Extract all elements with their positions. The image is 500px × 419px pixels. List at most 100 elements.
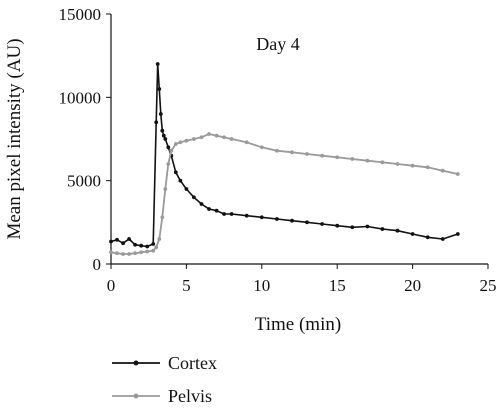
data-point bbox=[365, 158, 370, 163]
data-point bbox=[199, 135, 204, 140]
data-point bbox=[109, 250, 113, 255]
legend-item-pelvis: Pelvis bbox=[112, 386, 212, 406]
y-tick-label: 10000 bbox=[59, 88, 102, 107]
y-tick-label: 5000 bbox=[67, 172, 101, 191]
data-point bbox=[127, 237, 131, 241]
series-line bbox=[110, 133, 458, 255]
data-point bbox=[151, 248, 156, 253]
data-point bbox=[161, 133, 166, 138]
data-point bbox=[410, 163, 415, 168]
data-point bbox=[139, 250, 144, 255]
data-point bbox=[154, 245, 159, 250]
data-point bbox=[290, 150, 294, 155]
data-point bbox=[440, 237, 445, 241]
data-point bbox=[244, 213, 249, 218]
data-point bbox=[365, 224, 370, 229]
chart-annotation: Day 4 bbox=[256, 34, 300, 54]
data-point bbox=[380, 160, 385, 165]
x-axis-title: Time (min) bbox=[255, 314, 341, 335]
data-point bbox=[222, 135, 227, 140]
data-point bbox=[259, 145, 264, 150]
data-point bbox=[158, 112, 163, 116]
legend-label: Pelvis bbox=[168, 386, 212, 406]
x-tick-label: 20 bbox=[404, 276, 421, 295]
data-point bbox=[178, 140, 183, 145]
axes: 0 5 10 15 20 25 0 5000 10000 15000 bbox=[59, 5, 497, 295]
data-point bbox=[115, 237, 119, 242]
data-point bbox=[425, 235, 430, 240]
data-point bbox=[290, 218, 294, 223]
data-point bbox=[155, 62, 160, 66]
data-point bbox=[160, 128, 165, 133]
data-point bbox=[163, 137, 168, 141]
data-point bbox=[320, 153, 324, 158]
data-point bbox=[109, 239, 113, 244]
data-point bbox=[139, 243, 144, 248]
x-tick-label: 0 bbox=[107, 276, 116, 295]
legend-label: Cortex bbox=[168, 353, 217, 373]
x-tick-label: 25 bbox=[480, 276, 497, 295]
y-tick-label: 0 bbox=[93, 255, 102, 274]
data-point bbox=[160, 215, 165, 220]
data-point bbox=[163, 187, 168, 191]
data-point bbox=[335, 223, 340, 228]
y-tick-label: 15000 bbox=[59, 5, 102, 24]
data-point bbox=[133, 251, 138, 256]
data-point bbox=[229, 212, 234, 216]
data-point bbox=[157, 237, 162, 241]
data-point bbox=[173, 170, 178, 175]
data-point bbox=[320, 222, 324, 226]
x-tick-label: 10 bbox=[253, 276, 270, 295]
x-tick-label: 5 bbox=[182, 276, 191, 295]
data-point bbox=[395, 228, 400, 233]
data-point bbox=[222, 212, 227, 216]
data-point bbox=[207, 132, 211, 136]
data-point bbox=[259, 215, 264, 220]
data-point bbox=[350, 157, 355, 161]
data-point bbox=[121, 252, 125, 256]
data-point bbox=[166, 162, 171, 166]
data-point bbox=[157, 87, 162, 91]
series-pelvis bbox=[109, 132, 460, 256]
data-point bbox=[275, 217, 279, 221]
data-point bbox=[178, 178, 183, 183]
data-point bbox=[184, 187, 189, 191]
series-cortex bbox=[109, 62, 460, 249]
data-point bbox=[350, 225, 355, 230]
data-point bbox=[173, 142, 178, 146]
data-point bbox=[121, 241, 125, 246]
data-point bbox=[425, 165, 430, 170]
data-point bbox=[440, 168, 445, 173]
data-point bbox=[335, 155, 340, 160]
data-point bbox=[166, 145, 171, 150]
data-point bbox=[151, 242, 156, 246]
legend-item-cortex: Cortex bbox=[112, 353, 217, 373]
data-point bbox=[115, 251, 119, 256]
data-point bbox=[380, 227, 385, 231]
data-point bbox=[305, 152, 309, 156]
data-point bbox=[455, 232, 460, 236]
data-point bbox=[275, 148, 279, 153]
data-point bbox=[127, 252, 131, 256]
data-point bbox=[169, 148, 174, 153]
data-point bbox=[395, 162, 400, 166]
data-point bbox=[154, 120, 159, 125]
data-point bbox=[192, 195, 196, 200]
data-point bbox=[145, 244, 150, 249]
x-tick-label: 15 bbox=[329, 276, 346, 295]
data-point bbox=[410, 232, 415, 236]
data-point bbox=[207, 207, 211, 211]
y-axis-title: Mean pixel intensity (AU) bbox=[4, 38, 25, 239]
legend-swatch-marker bbox=[133, 360, 139, 366]
data-point bbox=[199, 202, 204, 206]
data-point bbox=[229, 137, 234, 141]
data-point bbox=[305, 220, 309, 225]
data-point bbox=[455, 172, 460, 176]
data-point bbox=[214, 133, 219, 138]
data-point bbox=[133, 242, 138, 247]
legend-swatch-marker bbox=[133, 393, 139, 399]
data-point bbox=[145, 249, 150, 254]
series-line bbox=[110, 63, 459, 248]
